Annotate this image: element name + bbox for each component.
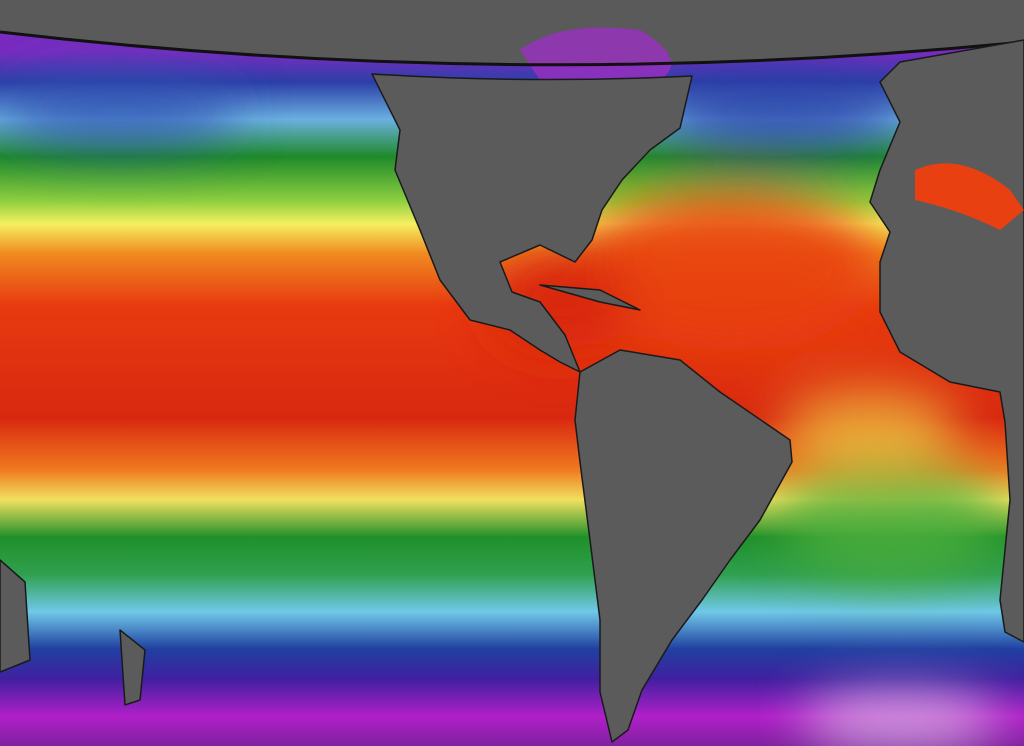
new-zealand <box>119 629 146 706</box>
projection-edge <box>0 30 1024 67</box>
caribbean-islands <box>539 284 641 311</box>
regional-anomalies <box>0 70 1000 746</box>
mediterranean-sea <box>915 163 1024 230</box>
south-america <box>574 349 793 743</box>
arctic-region <box>0 0 1024 65</box>
australia <box>0 559 31 673</box>
north-america <box>371 73 693 373</box>
hudson-bay <box>520 27 672 85</box>
